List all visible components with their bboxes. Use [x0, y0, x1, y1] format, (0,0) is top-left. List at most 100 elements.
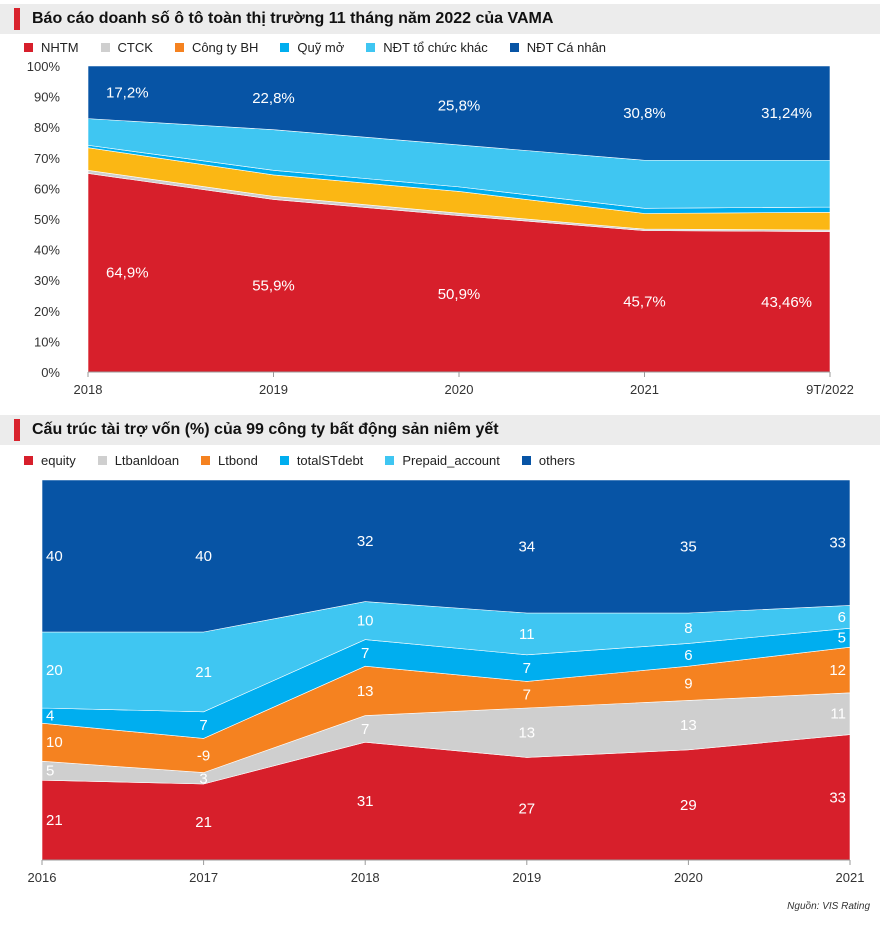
- legend-swatch: [24, 455, 33, 465]
- y-tick-label: 30%: [34, 273, 60, 288]
- chart1-plot: 64,9% 55,9% 50,9% 45,7% 43,46% 17,2% 22,8% 25,8…: [27, 59, 854, 397]
- data-label-ltbond: 12: [829, 662, 846, 679]
- legend-item-ndt-ca-nhan: NĐT Cá nhân: [509, 40, 606, 55]
- legend-swatch: [280, 42, 290, 52]
- y-tick-label: 0%: [41, 365, 60, 380]
- y-tick-label: 70%: [34, 151, 60, 166]
- legend-label: totalSTdebt: [296, 452, 364, 468]
- data-label-equity: 27: [518, 801, 535, 818]
- y-tick-label: 20%: [34, 304, 60, 319]
- legend-swatch: [100, 42, 110, 52]
- legend-swatch: [509, 42, 519, 52]
- x-tick-label: 2020: [445, 382, 474, 397]
- data-label-others: 35: [680, 539, 697, 556]
- data-label-ndt-ca-nhan: 30,8%: [623, 105, 666, 122]
- chart1-legend: NHTM CTCK Công ty BH Quỹ mở NĐT tổ chức khác…: [24, 38, 628, 56]
- legend-swatch: [24, 42, 33, 52]
- data-label-ndt-ca-nhan: 25,8%: [438, 97, 481, 114]
- data-label-nhtm: 64,9%: [106, 265, 149, 282]
- data-label-nhtm: 45,7%: [623, 293, 666, 310]
- x-tick-label: 2021: [630, 382, 659, 397]
- data-label-ltbond: 10: [46, 734, 63, 751]
- x-tick-label: 2021: [836, 870, 865, 885]
- data-label-ltbanldoan: 7: [361, 721, 369, 738]
- y-tick-label: 80%: [34, 120, 60, 135]
- legend-label: Công ty BH: [191, 39, 259, 55]
- data-label-ndt-ca-nhan: 22,8%: [252, 90, 295, 107]
- data-label-ltbanldoan: 5: [46, 763, 54, 780]
- data-label-prepaid-account: 21: [195, 664, 212, 681]
- data-label-prepaid-account: 8: [684, 620, 692, 637]
- data-label-ndt-ca-nhan: 17,2%: [106, 84, 149, 101]
- x-tick-label: 2019: [512, 870, 541, 885]
- data-label-others: 40: [46, 548, 63, 565]
- chart2-title-bar: Cấu trúc tài trợ vốn (%) của 99 công ty …: [0, 415, 880, 445]
- legend-item-nhtm: NHTM: [24, 40, 79, 55]
- legend-item-others: others: [521, 453, 575, 468]
- y-tick-label: 40%: [34, 243, 60, 258]
- data-label-others: 40: [195, 548, 212, 565]
- x-tick-label: 2018: [74, 382, 103, 397]
- legend-label: CTCK: [117, 39, 153, 55]
- data-label-ltbanldoan: 3: [199, 770, 207, 787]
- legend-label: Ltbond: [218, 452, 258, 468]
- data-label-totalstdebt: 7: [361, 645, 369, 662]
- data-label-others: 32: [357, 533, 374, 550]
- data-label-ltbond: 13: [357, 683, 374, 700]
- x-tick-label: 2016: [28, 870, 57, 885]
- data-label-totalstdebt: 5: [838, 630, 846, 647]
- data-label-ltbond: 7: [523, 687, 531, 704]
- legend-item-totalstdebt: totalSTdebt: [279, 452, 364, 468]
- legend-item-ctck: CTCK: [100, 39, 153, 55]
- legend-label: equity: [41, 452, 76, 468]
- data-label-ltbanldoan: 11: [830, 706, 846, 723]
- y-tick-label: 100%: [27, 59, 61, 74]
- data-label-nhtm: 43,46%: [761, 294, 812, 311]
- data-label-others: 34: [518, 539, 535, 556]
- legend-item-ltbanldoan: Ltbanldoan: [97, 453, 179, 468]
- data-label-equity: 21: [195, 814, 212, 831]
- source-note: Nguồn: VIS Rating: [787, 901, 870, 912]
- legend-label: Prepaid_account: [402, 452, 500, 468]
- legend-swatch: [521, 455, 531, 465]
- data-label-equity: 33: [829, 789, 846, 806]
- data-label-totalstdebt: 6: [684, 647, 692, 664]
- legend-item-quy-mo: Quỹ mở: [280, 40, 344, 55]
- legend-item-prepaid-account: Prepaid_account: [385, 453, 500, 468]
- x-tick-label: 2020: [674, 870, 703, 885]
- chart1-title-bar: Báo cáo doanh số ô tô toàn thị trường 11…: [0, 4, 880, 34]
- data-label-others: 33: [829, 535, 846, 552]
- title-accent: [14, 8, 20, 30]
- legend-swatch: [385, 455, 395, 465]
- data-label-nhtm: 50,9%: [438, 286, 481, 303]
- data-label-prepaid-account: 20: [46, 662, 63, 679]
- chart1-title: Báo cáo doanh số ô tô toàn thị trường 11…: [32, 10, 554, 27]
- data-label-prepaid-account: 6: [838, 609, 846, 626]
- title-accent: [14, 419, 20, 441]
- y-tick-label: 10%: [34, 334, 60, 349]
- legend-label: Quỹ mở: [297, 39, 345, 55]
- data-label-prepaid-account: 10: [357, 613, 374, 630]
- data-label-nhtm: 55,9%: [252, 278, 295, 295]
- y-tick-label: 90%: [34, 90, 60, 105]
- legend-swatch: [366, 42, 376, 52]
- data-label-equity: 29: [680, 797, 697, 814]
- legend-item-ltbond: Ltbond: [201, 453, 258, 468]
- data-label-equity: 31: [357, 793, 374, 810]
- chart2-title: Cấu trúc tài trợ vốn (%) của 99 công ty …: [32, 421, 499, 438]
- data-label-totalstdebt: 7: [523, 660, 531, 677]
- data-label-ltbond: 9: [684, 675, 692, 692]
- x-tick-label: 2018: [351, 870, 380, 885]
- data-label-totalstdebt: 4: [46, 708, 54, 725]
- data-label-totalstdebt: 7: [199, 717, 207, 734]
- data-label-ltbanldoan: 13: [680, 717, 697, 734]
- legend-item-ndt-to-chuc-khac: NĐT tổ chức khác: [366, 40, 488, 55]
- x-tick-label: 9T/2022: [806, 382, 854, 397]
- data-label-equity: 21: [46, 812, 63, 829]
- legend-item-cong-ty-bh: Công ty BH: [174, 39, 259, 55]
- data-label-ndt-ca-nhan: 31,24%: [761, 105, 812, 122]
- legend-swatch: [279, 455, 289, 465]
- legend-label: NĐT tổ chức khác: [383, 39, 488, 55]
- y-tick-label: 60%: [34, 181, 60, 196]
- legend-swatch: [97, 455, 107, 465]
